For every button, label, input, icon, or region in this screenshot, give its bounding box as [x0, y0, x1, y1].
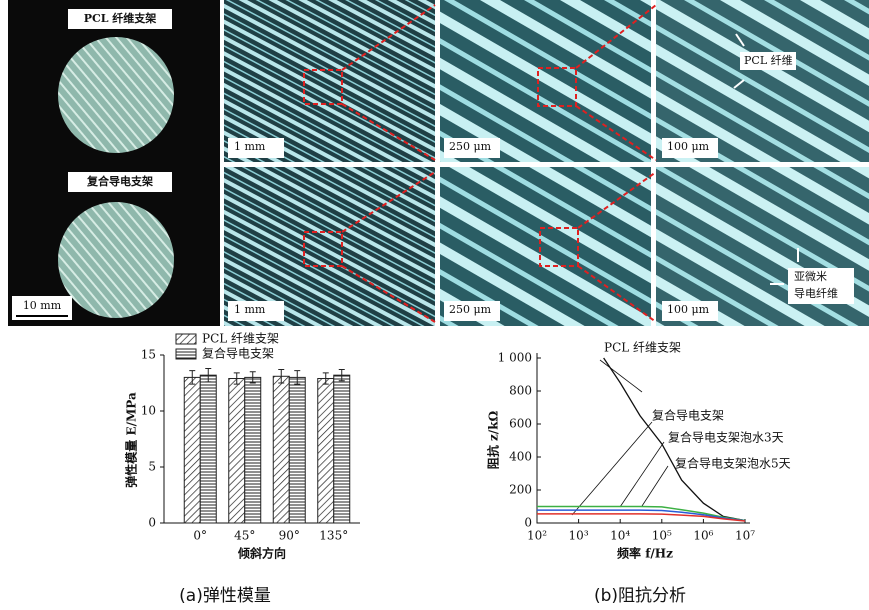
- scale-label: 250 μm: [449, 140, 492, 153]
- x-tick-label: 10³: [569, 529, 589, 543]
- bar: [318, 379, 334, 523]
- caption: (a)弹性模量: [179, 586, 271, 606]
- bar: [334, 375, 350, 523]
- photo-panel: PCL 纤维支架 复合导电支架 10 mm: [8, 0, 220, 326]
- y-tick-label: 15: [141, 348, 156, 362]
- chart-b: 0 200 400 600 800 1 000 10² 10³ 10⁴ 10⁵ 10⁶ 10⁷ PCL …: [486, 341, 791, 561]
- x-axis-label: 倾斜方向: [237, 546, 286, 561]
- series-label: 复合导电支架泡水5天: [675, 456, 791, 471]
- y-tick-label: 1 000: [498, 351, 532, 365]
- y-tick-label: 800: [509, 384, 532, 398]
- x-tick-label: 135°: [319, 529, 348, 543]
- x-tick-label: 0°: [193, 529, 207, 543]
- legend-label: PCL 纤维支架: [202, 332, 279, 346]
- y-tick-label: 400: [509, 450, 532, 464]
- x-axis-label: 频率 f/Hz: [617, 546, 673, 561]
- y-axis-label: 弹性模量 E/MPa: [124, 392, 139, 488]
- sem-annotation: PCL 纤维: [744, 54, 793, 67]
- sem-grid: 1 mm 250 μm 100 μm 1 mm 250 μm 100 μm PC…: [224, 0, 869, 326]
- series-label: PCL 纤维支架: [604, 341, 681, 355]
- sem-annotation: 亚微米: [794, 269, 827, 283]
- x-tick-label: 10⁷: [735, 529, 755, 543]
- sem-annotation: 导电纤维: [794, 287, 838, 300]
- x-tick-label: 10⁴: [610, 529, 630, 543]
- scale-label: 100 μm: [667, 303, 710, 316]
- x-tick-label: 45°: [234, 529, 255, 543]
- scale-label: 10 mm: [23, 299, 62, 312]
- scale-label: 1 mm: [234, 303, 266, 316]
- photo-label: 复合导电支架: [86, 174, 153, 188]
- x-tick-label: 10⁵: [652, 529, 672, 543]
- y-axis-label: 阻抗 z/kΩ: [486, 410, 501, 469]
- bar: [273, 376, 289, 523]
- scale-label: 100 μm: [667, 140, 710, 153]
- caption: (b)阻抗分析: [594, 586, 686, 606]
- bar: [245, 377, 261, 523]
- x-tick-label: 90°: [279, 529, 300, 543]
- y-tick-label: 600: [509, 417, 532, 431]
- legend-swatch: [176, 349, 196, 359]
- y-tick-label: 5: [148, 460, 156, 474]
- series-label: 复合导电支架: [652, 408, 724, 423]
- scale-label: 250 μm: [449, 303, 492, 316]
- scale-label: 1 mm: [234, 140, 266, 153]
- bar: [289, 377, 305, 523]
- bar: [229, 379, 245, 523]
- photo-label: PCL 纤维支架: [84, 11, 157, 25]
- y-tick-label: 0: [524, 516, 532, 530]
- y-tick-label: 0: [148, 516, 156, 530]
- bar: [200, 375, 216, 523]
- figure: PCL 纤维支架 复合导电支架 10 mm 1 mm 250 μm 100 μm…: [0, 0, 869, 610]
- legend-swatch: [176, 334, 196, 344]
- bar: [184, 377, 200, 523]
- series-label: 复合导电支架泡水3天: [668, 430, 784, 445]
- x-tick-label: 10⁶: [693, 529, 713, 543]
- y-tick-label: 10: [141, 404, 156, 418]
- x-tick-label: 10²: [527, 529, 547, 543]
- y-tick-label: 200: [509, 483, 532, 497]
- legend-label: 复合导电支架: [202, 346, 274, 361]
